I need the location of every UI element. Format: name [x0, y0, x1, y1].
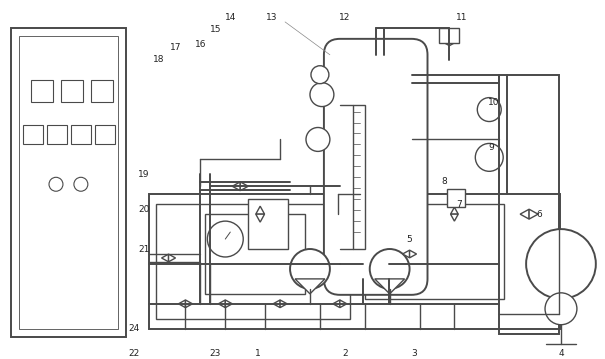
Polygon shape	[256, 214, 264, 222]
Text: 4: 4	[558, 349, 564, 358]
Polygon shape	[340, 300, 347, 308]
Polygon shape	[451, 214, 458, 221]
Bar	[353, 104, 365, 249]
Text: 23: 23	[210, 349, 221, 358]
Circle shape	[311, 66, 329, 84]
Text: 6: 6	[536, 210, 542, 219]
Circle shape	[545, 293, 577, 325]
Text: 10: 10	[488, 98, 499, 107]
Circle shape	[74, 177, 88, 191]
Text: 24: 24	[128, 324, 139, 333]
Polygon shape	[218, 300, 225, 308]
Bar	[448, 189, 465, 207]
Text: 11: 11	[456, 13, 467, 22]
Text: 2: 2	[342, 349, 348, 358]
Bar	[155, 204, 350, 319]
Polygon shape	[402, 250, 410, 258]
Text: 18: 18	[153, 55, 165, 64]
Text: 7: 7	[457, 200, 462, 209]
Bar	[19, 36, 118, 329]
Polygon shape	[374, 279, 405, 294]
Circle shape	[306, 127, 330, 151]
Circle shape	[290, 249, 330, 289]
Polygon shape	[295, 279, 325, 294]
Circle shape	[49, 177, 63, 191]
Bar	[31, 80, 53, 102]
Circle shape	[526, 229, 596, 299]
Polygon shape	[256, 206, 264, 214]
Text: 3: 3	[411, 349, 417, 358]
Bar	[61, 80, 83, 102]
Bar	[11, 28, 126, 337]
Text: 19: 19	[138, 170, 149, 179]
Polygon shape	[529, 209, 538, 219]
Polygon shape	[186, 300, 192, 308]
Text: 21: 21	[138, 244, 149, 253]
Polygon shape	[520, 209, 529, 219]
Text: 22: 22	[128, 349, 139, 358]
Bar	[91, 80, 113, 102]
Text: 20: 20	[138, 205, 149, 214]
Text: 15: 15	[209, 25, 221, 34]
Polygon shape	[442, 38, 450, 46]
Bar	[149, 194, 560, 329]
Bar	[23, 125, 43, 144]
Polygon shape	[273, 300, 280, 308]
Polygon shape	[178, 300, 186, 308]
Text: 5: 5	[407, 234, 413, 243]
Polygon shape	[451, 207, 458, 214]
Bar	[71, 125, 91, 144]
Text: 8: 8	[442, 177, 447, 186]
Bar	[205, 214, 305, 294]
Text: 16: 16	[195, 40, 206, 49]
Bar	[365, 204, 504, 299]
Bar	[439, 28, 459, 43]
Text: 12: 12	[339, 13, 350, 22]
Text: 1: 1	[255, 349, 261, 358]
Text: 17: 17	[170, 43, 182, 52]
FancyBboxPatch shape	[324, 39, 428, 295]
Text: 13: 13	[266, 13, 278, 22]
Polygon shape	[333, 300, 340, 308]
Circle shape	[310, 83, 334, 107]
Text: 9: 9	[488, 143, 494, 152]
Polygon shape	[450, 38, 456, 46]
Circle shape	[477, 98, 501, 121]
Polygon shape	[280, 300, 287, 308]
Bar	[248, 199, 288, 249]
Polygon shape	[162, 254, 169, 262]
Bar	[95, 125, 115, 144]
Circle shape	[208, 221, 243, 257]
Bar	[499, 75, 559, 334]
Polygon shape	[232, 182, 240, 191]
Bar	[47, 125, 67, 144]
Circle shape	[476, 144, 503, 171]
Circle shape	[370, 249, 410, 289]
Polygon shape	[169, 254, 175, 262]
Text: 14: 14	[224, 13, 236, 22]
Polygon shape	[410, 250, 417, 258]
Polygon shape	[240, 182, 248, 191]
Polygon shape	[225, 300, 232, 308]
